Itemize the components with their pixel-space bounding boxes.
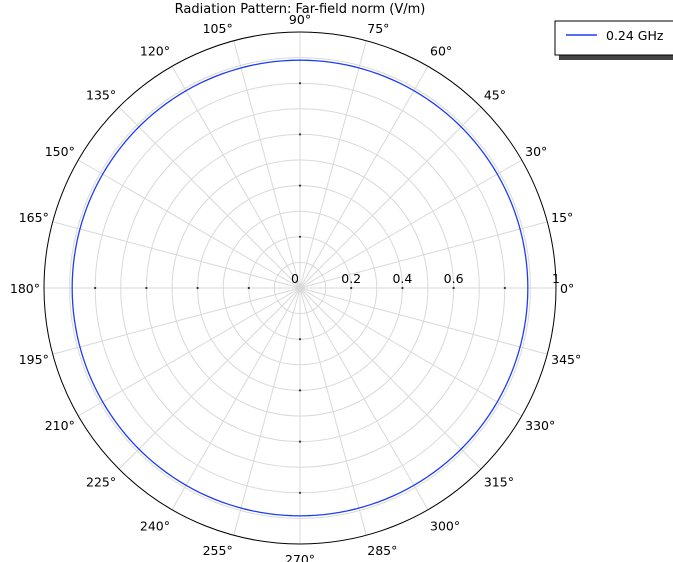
radial-tick-mark — [452, 286, 455, 290]
radial-tick-mark — [401, 286, 404, 290]
angle-grid-line — [171, 287, 301, 510]
angle-tick-label: 165° — [19, 210, 49, 225]
angle-tick-label: 105° — [203, 21, 233, 36]
radial-tick-label: 1 — [552, 271, 560, 286]
radial-tick-mark — [196, 286, 199, 290]
radial-tick-mark — [94, 286, 97, 290]
angle-grid-line — [118, 106, 301, 289]
angle-grid-line — [78, 159, 301, 289]
angle-grid-line — [78, 287, 301, 417]
angle-tick-label: 300° — [430, 518, 460, 533]
angle-grid-line — [299, 287, 482, 470]
radial-tick-label: 0.4 — [392, 271, 412, 286]
angle-tick-label: 150° — [45, 144, 75, 159]
angle-tick-label: 30° — [525, 144, 547, 159]
angle-tick-label: 90° — [289, 12, 311, 27]
angle-tick-label: 285° — [367, 543, 397, 558]
angle-tick-label: 180° — [10, 281, 40, 296]
radial-tick-mark — [298, 338, 302, 341]
angle-grid-line — [299, 287, 548, 355]
radial-tick-mark — [298, 133, 302, 136]
series-layer — [71, 59, 529, 517]
angle-tick-label: 255° — [203, 543, 233, 558]
radial-tick-mark — [298, 235, 302, 238]
angle-grid-line — [52, 287, 301, 355]
series-line — [71, 59, 529, 517]
legend-label: 0.24 GHz — [606, 28, 664, 43]
radial-tick-mark — [298, 440, 302, 443]
radial-tick-mark — [247, 286, 250, 290]
radial-tick-label: 0.6 — [444, 271, 464, 286]
angle-grid-line — [171, 66, 301, 289]
angle-tick-label: 345° — [551, 352, 581, 367]
angle-grid-line — [233, 287, 301, 536]
radial-tick-mark — [298, 184, 302, 187]
angle-grid-line — [299, 221, 548, 289]
angle-grid-line — [299, 66, 429, 289]
angle-grid-line — [299, 287, 429, 510]
radial-tick-mark — [298, 82, 302, 85]
angle-grid-line — [52, 221, 301, 289]
radial-tick-mark — [298, 491, 302, 494]
radial-tick-mark — [350, 286, 353, 290]
angle-grid-line — [299, 159, 522, 289]
angle-grid-line — [299, 287, 367, 536]
angle-tick-label: 0° — [560, 281, 574, 296]
axis-labels: 0° 15° 30° 45° 60° 75° 90° 105° 120° 135° 150° 165°… — [10, 12, 581, 562]
angle-tick-label: 15° — [551, 210, 573, 225]
angle-tick-label: 315° — [484, 475, 514, 490]
angle-tick-label: 60° — [430, 44, 452, 59]
angle-tick-label: 120° — [140, 44, 170, 59]
chart-title: Radiation Pattern: Far-field norm (V/m) — [175, 2, 426, 17]
angle-tick-label: 240° — [140, 518, 170, 533]
angle-tick-label: 195° — [19, 352, 49, 367]
radial-tick-label: 0 — [291, 271, 299, 286]
angle-tick-label: 270° — [285, 552, 315, 562]
radial-tick-mark — [145, 286, 148, 290]
legend: 0.24 GHz — [554, 20, 673, 60]
angle-tick-label: 75° — [367, 21, 389, 36]
legend-box — [554, 20, 673, 56]
polar-outer-ring — [43, 31, 557, 545]
angle-grid-line — [118, 287, 301, 470]
angle-tick-label: 225° — [86, 475, 116, 490]
angle-grid-line — [233, 40, 301, 289]
polar-grid — [43, 31, 557, 545]
angle-tick-label: 135° — [86, 87, 116, 102]
angle-tick-label: 210° — [45, 418, 75, 433]
angle-grid-line — [299, 40, 367, 289]
radial-tick-label: 0.2 — [341, 271, 361, 286]
angle-grid-line — [299, 106, 482, 289]
radial-tick-mark — [298, 389, 302, 392]
angle-tick-label: 45° — [484, 87, 506, 102]
angle-grid-line — [299, 287, 522, 417]
radial-tick-mark — [503, 286, 506, 290]
angle-tick-label: 330° — [525, 418, 555, 433]
